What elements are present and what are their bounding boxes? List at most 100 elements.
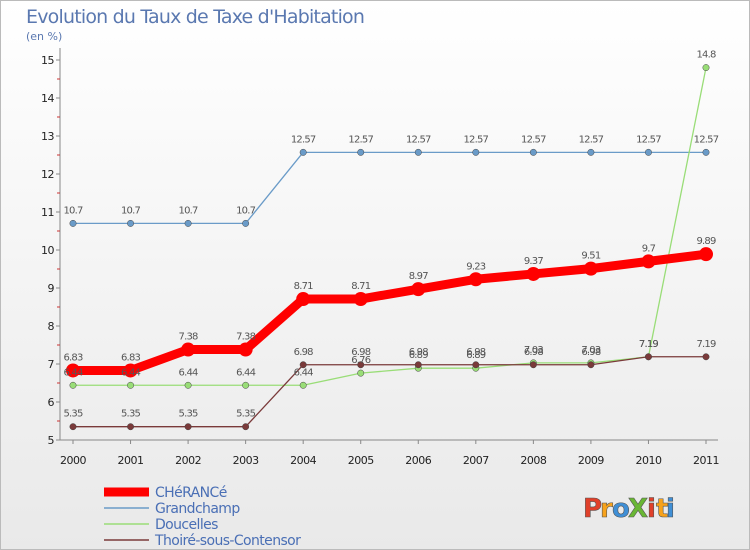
data-label: 7.19 (639, 339, 659, 350)
data-point (127, 219, 134, 227)
logo-letter: X (628, 494, 648, 524)
data-point (645, 353, 652, 361)
data-label: 5.35 (63, 409, 83, 420)
data-point (299, 361, 307, 369)
data-label: 12.57 (348, 134, 373, 145)
y-tick-label: 15 (41, 54, 54, 67)
data-label: 7.38 (236, 332, 256, 343)
data-label: 6.76 (351, 355, 371, 366)
y-tick-label: 10 (41, 244, 54, 257)
data-point (69, 219, 77, 227)
data-point (123, 363, 138, 378)
data-point (242, 381, 250, 389)
data-point (529, 361, 537, 369)
legend-label: Grandchamp (155, 501, 240, 517)
logo-letter: i (647, 494, 656, 524)
data-label: 12.57 (579, 134, 604, 145)
data-label: 9.89 (696, 236, 716, 247)
x-tick-label: 2011 (693, 454, 719, 467)
data-point (238, 342, 253, 357)
data-point (645, 148, 652, 156)
data-point (353, 292, 368, 307)
data-label: 10.7 (121, 205, 141, 216)
series-group (66, 64, 713, 431)
x-tick-label: 2008 (520, 454, 546, 467)
data-label: 6.83 (63, 352, 83, 363)
x-tick-label: 2010 (635, 454, 661, 467)
series-grandchamp (69, 148, 710, 227)
data-point (472, 361, 480, 369)
data-label: 10.7 (236, 205, 256, 216)
data-point (357, 148, 365, 156)
data-label: 6.89 (409, 350, 429, 361)
data-point (296, 292, 311, 307)
axes: 5 6 7 8 9 10 11 12 13 14 15 2000 2001 2002 2003 2004 200… (41, 48, 720, 467)
data-point (472, 148, 480, 156)
data-label: 6.98 (524, 347, 544, 358)
data-label: 9.7 (642, 243, 656, 254)
logo-letter: i (666, 494, 675, 524)
data-point (702, 64, 710, 72)
data-label: 6.44 (294, 367, 314, 378)
y-tick-label: 9 (48, 282, 55, 295)
legend-label: Thoiré-sous-Contensor (154, 533, 301, 549)
data-label: 6.44 (121, 367, 141, 378)
data-label: 5.35 (236, 409, 256, 420)
data-label: 9.37 (524, 256, 544, 267)
data-label: 7.19 (639, 339, 659, 350)
y-tick-label: 6 (48, 396, 55, 409)
y-tick-label: 14 (41, 92, 54, 105)
legend: CHéRANCéGrandchampDoucellesThoiré-sous-C… (104, 485, 302, 549)
data-point (414, 148, 422, 156)
data-label: 6.98 (351, 347, 371, 358)
data-label: 7.03 (581, 345, 601, 356)
data-label: 8.97 (409, 271, 429, 282)
data-label: 6.98 (409, 347, 429, 358)
data-point (127, 423, 134, 431)
data-label: 12.57 (694, 134, 719, 145)
y-tick-label: 5 (48, 434, 55, 447)
data-label: 8.71 (294, 281, 314, 292)
x-tick-label: 2003 (233, 454, 259, 467)
series-line (72, 151, 707, 225)
y-tick-label: 13 (41, 130, 54, 143)
logo-letter: r (600, 494, 613, 524)
data-point (184, 381, 192, 389)
chart-title: Evolution du Taux de Taxe d'Habitation (26, 6, 364, 28)
series-ch-ranc- (66, 247, 713, 378)
data-point (702, 353, 710, 361)
data-point (587, 361, 595, 369)
data-point (357, 361, 365, 369)
data-point (242, 423, 250, 431)
x-tick-label: 2009 (578, 454, 604, 467)
data-point (242, 219, 250, 227)
y-tick-label: 7 (48, 358, 55, 371)
data-label: 12.57 (406, 134, 431, 145)
data-point (357, 369, 365, 377)
data-label: 6.83 (121, 352, 141, 363)
data-label: 12.57 (521, 134, 546, 145)
data-point (184, 219, 192, 227)
data-label: 7.19 (696, 339, 716, 350)
data-label: 7.03 (524, 345, 544, 356)
logo-letter: P (583, 494, 602, 524)
data-point (184, 423, 192, 431)
data-point (299, 381, 307, 389)
data-label: 5.35 (179, 409, 199, 420)
data-label: 9.51 (581, 251, 601, 262)
data-label: 6.44 (236, 367, 256, 378)
data-label: 14.8 (696, 50, 716, 61)
data-label: 12.57 (291, 134, 316, 145)
x-tick-label: 2005 (348, 454, 374, 467)
y-tick-label: 12 (41, 168, 54, 181)
data-point (181, 342, 196, 357)
y-tick-label: 11 (41, 206, 54, 219)
series-line (68, 249, 711, 375)
data-labels: 10.7 10.7 10.7 10.7 12.57 12.57 12.57 12.57 12.5… (63, 50, 719, 420)
data-label: 10.7 (63, 205, 83, 216)
legend-label: Doucelles (155, 517, 218, 533)
x-tick-label: 2001 (118, 454, 144, 467)
data-point (699, 247, 713, 262)
